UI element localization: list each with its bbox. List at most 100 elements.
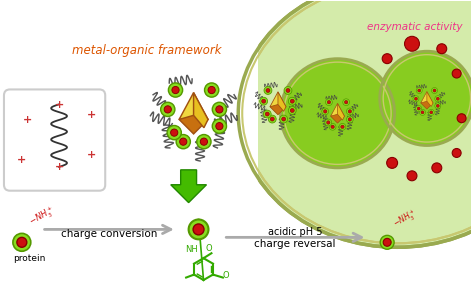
Circle shape (262, 99, 265, 103)
Circle shape (327, 100, 331, 104)
Polygon shape (331, 103, 345, 116)
Circle shape (436, 104, 439, 107)
Polygon shape (270, 99, 286, 115)
Polygon shape (421, 97, 433, 109)
Text: acidic pH 5: acidic pH 5 (268, 227, 322, 238)
Circle shape (280, 115, 288, 123)
FancyBboxPatch shape (4, 89, 105, 191)
Text: +: + (23, 115, 32, 125)
Circle shape (286, 89, 290, 92)
Polygon shape (278, 92, 286, 111)
Circle shape (348, 110, 352, 113)
Circle shape (270, 117, 274, 121)
Circle shape (290, 108, 294, 112)
Circle shape (268, 115, 276, 123)
Circle shape (432, 163, 442, 173)
Circle shape (329, 123, 336, 130)
Circle shape (167, 125, 182, 140)
Circle shape (433, 89, 436, 92)
Circle shape (346, 116, 353, 123)
Circle shape (413, 96, 419, 102)
Circle shape (327, 121, 330, 124)
Circle shape (380, 235, 394, 249)
Text: enzymatic activity: enzymatic activity (367, 22, 463, 32)
Text: +: + (87, 110, 96, 120)
Circle shape (326, 99, 332, 105)
Circle shape (208, 86, 215, 94)
Circle shape (339, 123, 346, 130)
Polygon shape (337, 103, 345, 120)
Circle shape (345, 100, 348, 104)
Circle shape (322, 108, 328, 115)
Circle shape (407, 171, 417, 181)
Circle shape (346, 108, 353, 115)
Circle shape (284, 86, 292, 94)
Text: O: O (223, 271, 229, 280)
Circle shape (171, 129, 178, 136)
Circle shape (264, 86, 272, 94)
Circle shape (323, 110, 327, 113)
Circle shape (172, 86, 179, 94)
Text: $\mathit{-NH_3^+}$: $\mathit{-NH_3^+}$ (391, 207, 420, 232)
Circle shape (348, 118, 352, 121)
Circle shape (288, 107, 296, 114)
Circle shape (414, 97, 418, 100)
Circle shape (201, 138, 208, 145)
Text: NH: NH (185, 245, 198, 254)
Circle shape (164, 106, 172, 113)
Text: protein: protein (13, 254, 46, 263)
Polygon shape (171, 170, 207, 203)
Circle shape (288, 97, 296, 105)
Circle shape (205, 83, 219, 97)
Circle shape (435, 96, 441, 102)
Circle shape (428, 109, 434, 115)
Circle shape (331, 125, 334, 128)
Circle shape (282, 117, 286, 121)
Circle shape (419, 109, 426, 115)
Polygon shape (179, 105, 208, 134)
Circle shape (216, 122, 223, 130)
Text: $\mathit{-NH_3^+}$: $\mathit{-NH_3^+}$ (27, 204, 58, 230)
Circle shape (180, 138, 187, 145)
Circle shape (266, 89, 270, 92)
Polygon shape (427, 91, 433, 106)
Circle shape (290, 99, 294, 103)
Text: +: + (17, 155, 27, 165)
Circle shape (264, 110, 271, 118)
Circle shape (189, 220, 209, 239)
Circle shape (457, 114, 466, 123)
Circle shape (168, 83, 182, 97)
Circle shape (382, 54, 392, 64)
Circle shape (197, 135, 211, 149)
Text: metal-organic framework: metal-organic framework (72, 44, 222, 57)
Circle shape (13, 233, 31, 251)
Circle shape (430, 111, 433, 114)
Circle shape (416, 88, 422, 94)
Circle shape (212, 119, 227, 133)
Polygon shape (193, 93, 208, 128)
Ellipse shape (281, 59, 395, 168)
Circle shape (436, 97, 439, 100)
Circle shape (452, 69, 461, 78)
Text: +: + (55, 100, 64, 110)
Ellipse shape (238, 0, 474, 247)
Circle shape (421, 111, 424, 114)
Circle shape (343, 99, 349, 105)
FancyBboxPatch shape (0, 0, 258, 298)
Polygon shape (270, 92, 286, 107)
Circle shape (341, 125, 344, 128)
Circle shape (383, 238, 391, 246)
Polygon shape (331, 109, 345, 123)
Polygon shape (421, 91, 433, 103)
Circle shape (176, 135, 191, 149)
Circle shape (435, 103, 441, 109)
Circle shape (437, 44, 447, 54)
Circle shape (418, 89, 421, 92)
Text: charge conversion: charge conversion (61, 229, 157, 239)
Circle shape (193, 224, 204, 235)
Text: charge reversal: charge reversal (254, 239, 336, 249)
Polygon shape (179, 93, 208, 119)
Circle shape (431, 88, 438, 94)
Ellipse shape (380, 51, 474, 145)
Circle shape (260, 97, 268, 105)
